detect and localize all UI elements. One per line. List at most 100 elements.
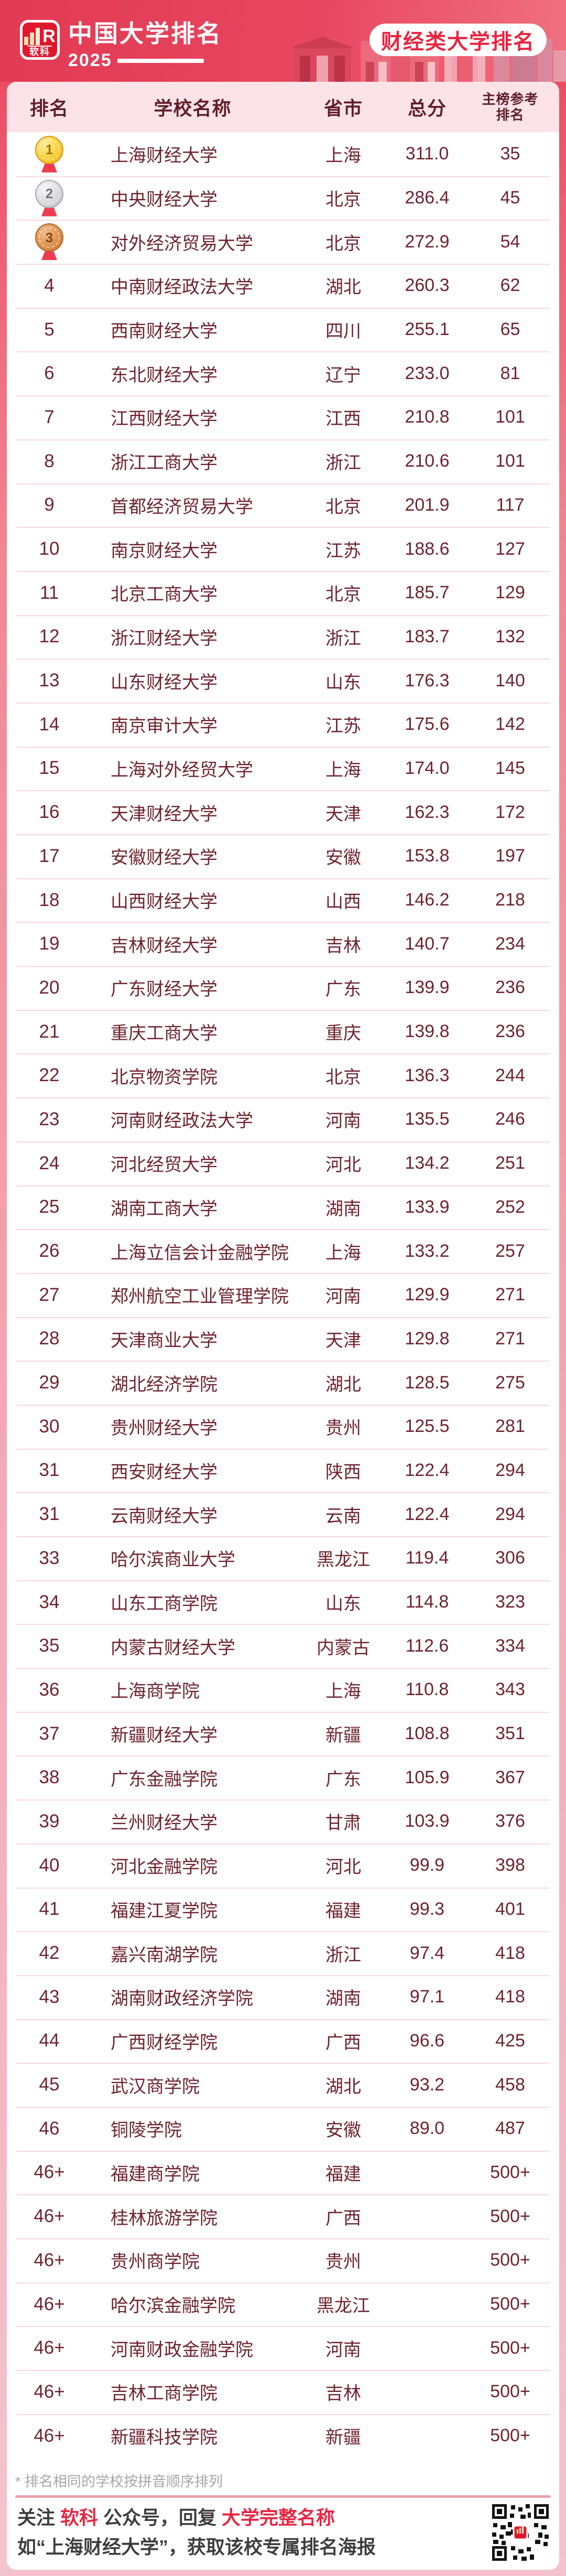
- main-ref-rank: 129: [495, 583, 525, 603]
- main-ref-rank: 458: [495, 2074, 525, 2095]
- main-ref-rank: 275: [495, 1372, 525, 1393]
- main-ref-rank: 251: [495, 1153, 525, 1173]
- province: 广西: [325, 2032, 361, 2053]
- table-row: 34 山东工商学院 山东 114.8 323: [7, 1580, 559, 1624]
- rank-cell: 14: [39, 714, 60, 735]
- total-score: 136.3: [405, 1065, 450, 1085]
- table-row: 24 河北经贸大学 河北 134.2 251: [7, 1141, 559, 1185]
- total-score: 97.1: [409, 1987, 445, 2007]
- province: 福建: [325, 2164, 361, 2184]
- header-province: 省市: [323, 98, 363, 119]
- table-row: 7 江西财经大学 江西 210.8 101: [7, 395, 559, 439]
- table-row: 31 云南财经大学 云南 122.4 294: [7, 1492, 559, 1536]
- total-score: 99.9: [409, 1855, 445, 1876]
- total-score: 122.4: [405, 1460, 450, 1480]
- medal-bronze-icon: 3: [34, 223, 64, 261]
- table-row: 19 吉林财经大学 吉林 140.7 234: [7, 922, 559, 966]
- rank-cell: 1: [7, 135, 92, 173]
- page-title: 中国大学排名: [68, 20, 222, 47]
- school-name: 新疆财经大学: [111, 1726, 217, 1746]
- total-score: 96.6: [409, 2030, 445, 2051]
- table-row: 27 郑州航空工业管理学院 河南 129.9 271: [7, 1273, 559, 1317]
- school-name: 上海财经大学: [111, 146, 217, 166]
- school-name: 西南财经大学: [111, 321, 217, 342]
- main-ref-rank: 81: [500, 363, 520, 383]
- medal-gold-icon: 1: [34, 135, 64, 173]
- school-name: 河南财经政法大学: [111, 1111, 253, 1131]
- province: 湖南: [325, 1199, 361, 1219]
- school-name: 贵州财经大学: [111, 1418, 217, 1439]
- rank-cell: 16: [39, 802, 60, 823]
- rank-cell: 24: [39, 1152, 60, 1173]
- school-name: 湖南工商大学: [111, 1199, 217, 1219]
- province: 河南: [325, 1287, 361, 1307]
- rank-cell: 38: [39, 1767, 60, 1788]
- main-ref-rank: 236: [495, 977, 525, 998]
- main-ref-rank: 500+: [490, 2426, 530, 2446]
- main-ref-rank: 418: [495, 1987, 525, 2007]
- table-row: 46+ 河南财政金融学院 河南 500+: [7, 2326, 559, 2370]
- school-name: 西安财经大学: [111, 1462, 217, 1482]
- school-name: 安徽财经大学: [111, 848, 217, 868]
- rank-cell: 44: [39, 2030, 60, 2051]
- table-row: 44 广西财经学院 广西 96.6 425: [7, 2019, 559, 2063]
- school-name: 铜陵学院: [111, 2120, 182, 2141]
- school-name: 云南财经大学: [111, 1506, 217, 1526]
- school-name: 南京财经大学: [111, 541, 217, 561]
- total-score: 183.7: [405, 626, 450, 646]
- school-name: 北京工商大学: [111, 585, 217, 605]
- table-row: 1 上海财经大学 上海 311.0 35: [7, 132, 559, 176]
- province: 浙江: [325, 453, 361, 473]
- school-name: 北京物资学院: [111, 1067, 217, 1087]
- total-score: 233.0: [405, 363, 450, 383]
- province: 甘肃: [325, 1813, 361, 1834]
- table-row: 46+ 新疆科技学院 新疆 500+: [7, 2413, 559, 2458]
- province: 北京: [325, 233, 361, 254]
- school-name: 浙江工商大学: [111, 453, 217, 473]
- main-ref-rank: 246: [495, 1109, 525, 1129]
- total-score: 201.9: [405, 494, 450, 515]
- rank-cell: 6: [44, 363, 55, 384]
- table-row: 17 安徽财经大学 安徽 153.8 197: [7, 834, 559, 878]
- main-ref-rank: 487: [495, 2118, 525, 2139]
- rank-cell: 2: [7, 179, 92, 217]
- province: 贵州: [325, 1418, 361, 1439]
- title-block: 中国大学排名 2025: [68, 21, 222, 71]
- total-score: 122.4: [405, 1504, 450, 1524]
- main-ref-rank: 65: [500, 319, 520, 340]
- table-row: 3 对外经济贸易大学 北京 272.9 54: [7, 220, 559, 264]
- main-ref-rank: 35: [500, 144, 520, 164]
- main-ref-rank: 306: [495, 1548, 525, 1568]
- header-rank: 排名: [29, 98, 69, 119]
- province: 河南: [325, 1111, 361, 1131]
- school-name: 中南财经政法大学: [111, 277, 253, 298]
- rank-cell: 8: [44, 450, 55, 471]
- rank-cell: 37: [39, 1723, 60, 1744]
- school-name: 哈尔滨金融学院: [111, 2296, 235, 2316]
- main-ref-rank: 62: [500, 275, 520, 296]
- school-name: 桂林旅游学院: [111, 2208, 217, 2228]
- total-score: 272.9: [405, 231, 450, 252]
- province: 上海: [325, 146, 361, 166]
- school-name: 福建江夏学院: [111, 1901, 217, 1921]
- main-ref-rank: 218: [495, 890, 525, 910]
- main-ref-rank: 351: [495, 1723, 525, 1744]
- school-name: 湖南财政经济学院: [111, 1989, 253, 2009]
- header-main-ref-rank: 主榜参考 排名: [461, 91, 559, 123]
- school-name: 河北经贸大学: [111, 1155, 217, 1176]
- school-name: 首都经济贸易大学: [111, 497, 253, 517]
- table-row: 40 河北金融学院 河北 99.9 398: [7, 1843, 559, 1888]
- province: 江苏: [325, 541, 361, 561]
- table-row: 10 南京财经大学 江苏 188.6 127: [7, 527, 559, 571]
- main-ref-rank: 294: [495, 1504, 525, 1524]
- table-row: 46 铜陵学院 安徽 89.0 487: [7, 2106, 559, 2151]
- ranking-year: 2025: [68, 50, 112, 70]
- logo-bars-icon: R: [24, 25, 56, 45]
- rank-cell: 46+: [34, 2381, 65, 2402]
- school-name: 南京审计大学: [111, 716, 217, 737]
- rank-cell: 5: [44, 319, 55, 340]
- rank-cell: 46: [39, 2118, 60, 2139]
- total-score: 210.6: [405, 451, 450, 471]
- table-row: 5 西南财经大学 四川 255.1 65: [7, 307, 559, 352]
- province: 陕西: [325, 1462, 361, 1482]
